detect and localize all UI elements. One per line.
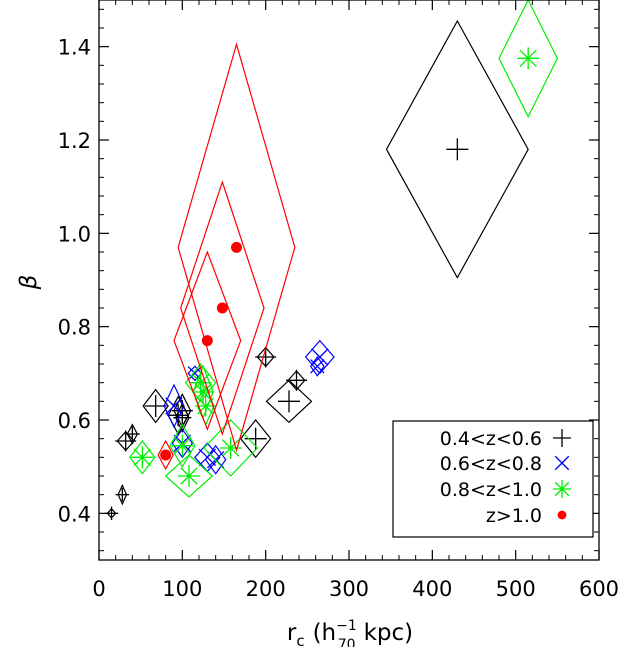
data-point-d2 bbox=[221, 439, 240, 457]
x-axis-units-sub: 70 bbox=[338, 637, 356, 647]
legend-label-2: 0.6<z<0.8 bbox=[440, 453, 542, 475]
x-tick-label: 0 bbox=[92, 577, 105, 601]
x-axis-units-open: (h bbox=[313, 620, 337, 646]
y-tick-label: 0.4 bbox=[58, 502, 91, 526]
error-diamond bbox=[309, 355, 325, 377]
y-tick-label: 0.8 bbox=[58, 316, 91, 340]
error-diamond bbox=[142, 388, 169, 424]
error-diamond bbox=[385, 19, 529, 279]
legend-label-3: 0.8<z<1.0 bbox=[440, 479, 542, 501]
legend-label-4: z>1.0 bbox=[486, 505, 542, 527]
error-diamond bbox=[177, 42, 296, 453]
axis-ticks: 0 100 200 300 400 500 600 0.4 0.6 0.8 1.0 1.2 1.4 bbox=[58, 0, 619, 601]
error-diamond bbox=[180, 180, 265, 436]
legend-symbol-4-dot bbox=[557, 510, 567, 520]
data-point-d2 bbox=[310, 359, 325, 374]
x-tick-label: 100 bbox=[162, 577, 202, 601]
y-tick-label: 0.6 bbox=[58, 409, 91, 433]
error-diamond bbox=[173, 393, 192, 429]
legend-symbols bbox=[553, 429, 571, 520]
data-point-d2 bbox=[187, 366, 203, 381]
error-diamond bbox=[117, 483, 128, 506]
x-tick-label: 200 bbox=[246, 577, 286, 601]
data-point-d2 bbox=[180, 467, 198, 485]
error-diamond bbox=[129, 440, 156, 475]
series-1 bbox=[104, 19, 529, 521]
error-diamond bbox=[265, 379, 313, 424]
data-marks bbox=[104, 0, 559, 521]
error-diamond bbox=[126, 423, 139, 445]
error-diamond bbox=[169, 423, 196, 468]
x-tick-label: 400 bbox=[412, 577, 452, 601]
error-diamond bbox=[164, 454, 214, 498]
data-point-dot bbox=[231, 241, 242, 253]
series-3 bbox=[129, 0, 559, 498]
y-tick-label: 1.2 bbox=[58, 129, 91, 153]
error-diamond bbox=[157, 439, 174, 471]
y-axis-title: β bbox=[16, 275, 42, 291]
legend-label-1: 0.4<z<0.6 bbox=[440, 428, 542, 450]
x-axis-title-main: r bbox=[287, 620, 297, 646]
data-point-d2 bbox=[173, 436, 192, 455]
legend: 0.4<z<0.6 0.6<z<0.8 0.8<z<1.0 z>1.0 bbox=[392, 420, 594, 538]
x-tick-label: 600 bbox=[579, 577, 619, 601]
data-point-dot bbox=[216, 302, 228, 314]
y-tick-label: 1.0 bbox=[58, 222, 91, 246]
x-axis-title: rc (h−1 70 kpc) bbox=[287, 618, 413, 647]
data-point-dot bbox=[160, 449, 172, 461]
error-diamond bbox=[203, 419, 259, 477]
error-diamond bbox=[304, 339, 335, 375]
error-diamond bbox=[239, 419, 272, 459]
y-tick-label: 1.4 bbox=[58, 36, 91, 60]
x-tick-label: 300 bbox=[329, 577, 369, 601]
x-axis-units-sup: −1 bbox=[336, 618, 357, 634]
error-diamond bbox=[175, 402, 190, 434]
x-axis-units-tail: kpc) bbox=[364, 620, 414, 646]
data-point-d2 bbox=[165, 397, 183, 415]
data-point-d2 bbox=[133, 448, 152, 467]
error-diamond bbox=[498, 0, 559, 119]
error-diamond bbox=[204, 444, 227, 475]
series-2 bbox=[163, 339, 335, 475]
legend-symbol-2-d2 bbox=[554, 455, 570, 471]
error-diamond bbox=[173, 250, 242, 432]
data-point-d2 bbox=[519, 49, 537, 68]
series-4 bbox=[157, 42, 296, 471]
legend-symbol-3-d2 bbox=[554, 481, 570, 497]
x-tick-label: 500 bbox=[496, 577, 536, 601]
error-diamond bbox=[187, 365, 203, 382]
x-axis-title-sub: c bbox=[296, 632, 304, 647]
